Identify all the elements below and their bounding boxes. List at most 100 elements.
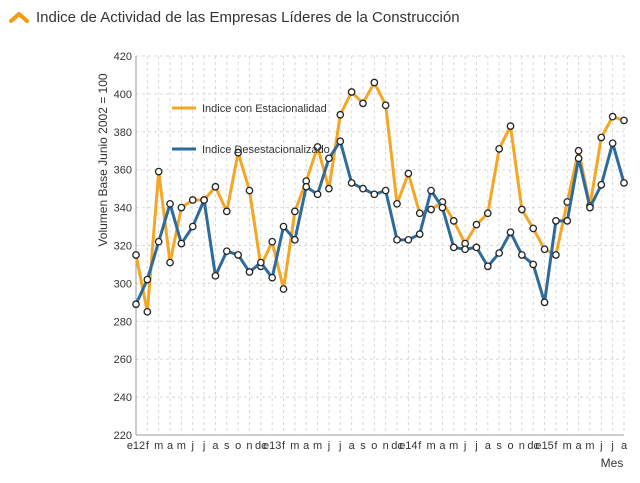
data-point xyxy=(472,220,481,229)
x-tick-label: e13 xyxy=(263,440,281,452)
x-tick-label: j xyxy=(599,440,602,452)
data-point xyxy=(234,148,242,157)
data-point xyxy=(291,235,299,244)
data-point xyxy=(540,245,549,254)
x-tick-label: j xyxy=(338,440,341,452)
data-point xyxy=(415,209,424,218)
x-tick-label: s xyxy=(496,440,502,452)
data-point xyxy=(211,182,220,191)
x-tick-label: a xyxy=(349,440,356,452)
x-tick-label: s xyxy=(360,440,366,452)
series xyxy=(132,78,628,316)
data-point xyxy=(177,239,186,248)
data-point xyxy=(291,207,299,216)
x-tick-label: f xyxy=(282,440,286,452)
data-point xyxy=(597,181,606,189)
series-line xyxy=(134,81,625,314)
data-point xyxy=(188,196,197,204)
x-tick-label: m xyxy=(290,440,299,452)
y-tick-label: 400 xyxy=(114,89,132,101)
x-tick-label: n xyxy=(383,440,389,452)
series-line xyxy=(134,139,626,305)
x-tick-label: e15 xyxy=(535,440,553,452)
x-tick-label: m xyxy=(585,440,594,452)
data-point xyxy=(529,224,538,233)
x-tick-label: e14 xyxy=(399,440,417,452)
data-point xyxy=(268,237,277,246)
x-tick-label: m xyxy=(154,440,163,452)
x-tick-label: j xyxy=(463,440,466,452)
x-tick-label: a xyxy=(439,440,446,452)
x-tick-label: a xyxy=(576,440,583,452)
data-point xyxy=(143,307,152,316)
data-point xyxy=(381,101,390,110)
data-point xyxy=(325,184,333,193)
x-tick-label: o xyxy=(371,440,377,452)
x-tick-label: m xyxy=(313,440,322,452)
data-point xyxy=(200,196,208,204)
x-tick-label: n xyxy=(246,440,252,452)
data-point xyxy=(461,245,469,254)
y-tick-label: 360 xyxy=(114,165,132,177)
x-tick-label: a xyxy=(212,440,219,452)
data-point xyxy=(359,99,367,108)
data-point xyxy=(404,235,413,244)
data-point xyxy=(132,300,140,309)
y-axis-title: Volumen Base Junio 2002 = 100 xyxy=(96,73,110,246)
x-tick-label: e12 xyxy=(127,440,145,452)
data-point xyxy=(393,235,401,244)
x-tick-label: o xyxy=(507,440,513,452)
x-tick-label: f xyxy=(554,440,558,452)
data-point xyxy=(597,133,606,142)
data-point xyxy=(518,205,526,214)
data-point xyxy=(483,262,492,271)
data-point xyxy=(574,146,583,155)
chart-title: Indice de Actividad de las Empresas Líde… xyxy=(36,8,460,26)
x-tick-label: m xyxy=(177,440,186,452)
data-point xyxy=(211,271,220,280)
data-point xyxy=(154,237,163,246)
legend-label: Indice Desestacionalizado xyxy=(202,144,330,156)
y-tick-label: 380 xyxy=(114,127,132,139)
data-point xyxy=(608,112,617,121)
data-point xyxy=(222,247,231,256)
data-point xyxy=(563,217,572,225)
data-point xyxy=(268,273,277,282)
data-point xyxy=(370,190,379,199)
data-point xyxy=(166,258,174,267)
data-point xyxy=(325,154,333,163)
data-point xyxy=(381,186,390,195)
data-point xyxy=(529,260,538,269)
x-tick-label: s xyxy=(224,440,230,452)
data-point xyxy=(347,88,356,96)
data-point xyxy=(449,217,458,225)
x-tick-label: a xyxy=(167,440,174,452)
data-point xyxy=(506,228,515,237)
y-tick-label: 300 xyxy=(114,278,132,290)
x-tick-label: j xyxy=(191,440,194,452)
chart-header: Indice de Actividad de las Empresas Líde… xyxy=(8,6,460,28)
data-point xyxy=(472,243,481,252)
data-point xyxy=(620,179,628,187)
x-axis-title: Mes xyxy=(601,456,624,470)
x-tick-label: j xyxy=(202,440,205,452)
y-axis-ticks: 220 240 260 280 300 320 340 360 380 400 420 xyxy=(114,51,132,442)
data-point xyxy=(245,268,254,276)
legend[interactable]: Indice con Estacionalidad Indice Desestac… xyxy=(172,103,330,156)
x-tick-label: j xyxy=(610,440,613,452)
data-point xyxy=(188,222,197,231)
data-point xyxy=(177,203,186,212)
y-tick-label: 240 xyxy=(114,392,132,404)
x-tick-label: dc xyxy=(391,440,403,452)
chevron-up-icon[interactable] xyxy=(8,9,30,25)
y-tick-label: 260 xyxy=(114,354,132,366)
x-tick-label: j xyxy=(474,440,477,452)
data-point xyxy=(427,186,435,195)
data-point xyxy=(586,203,594,212)
x-tick-label: dc xyxy=(527,440,539,452)
data-point xyxy=(415,230,424,238)
data-point xyxy=(302,182,311,191)
data-point xyxy=(495,249,504,257)
